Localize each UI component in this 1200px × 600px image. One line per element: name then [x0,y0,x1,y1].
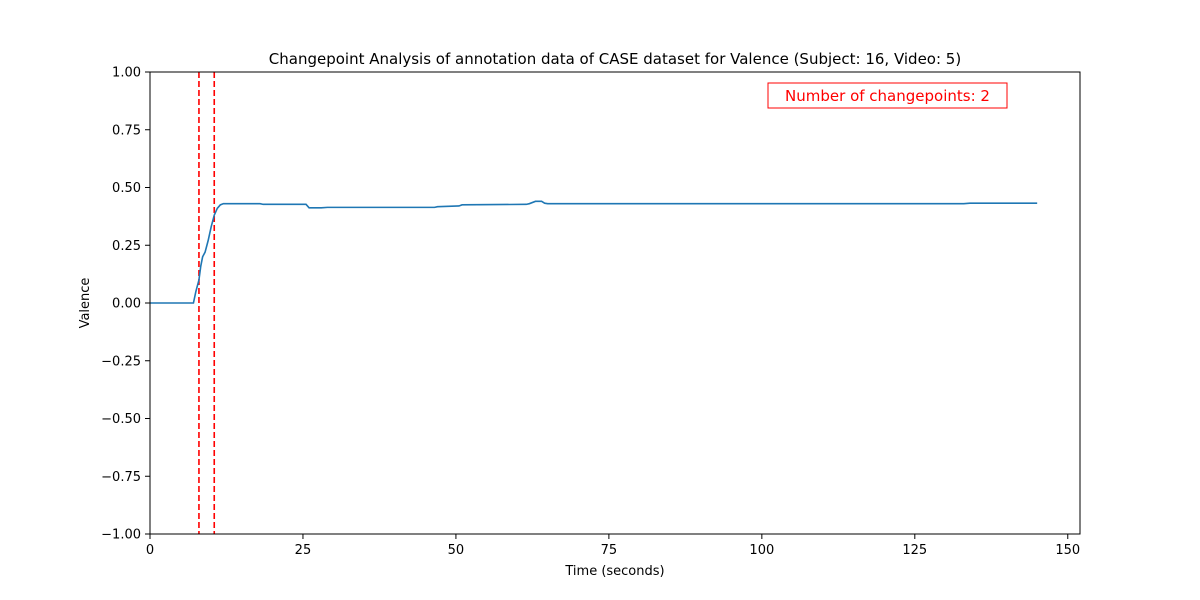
x-tick-label: 25 [295,543,312,558]
y-tick-label: 0.00 [112,297,141,312]
changepoint-lines [198,72,216,534]
changepoint-count-annotation: Number of changepoints: 2 [767,82,1008,109]
x-tick-label: 50 [448,543,465,558]
x-tick-label: 125 [902,543,927,558]
y-tick-label: −0.75 [101,470,141,485]
y-axis-ticks: −1.00 −0.75 −0.50 −0.25 0.00 0.25 0.50 0.75 1.00 [101,66,150,543]
x-axis-label: Time (seconds) [564,564,664,579]
y-tick-label: 0.25 [112,239,141,254]
y-axis-label: Valence [78,278,93,329]
x-tick-label: 150 [1055,543,1080,558]
annotation-text: Number of changepoints: 2 [785,87,990,105]
x-axis-ticks: 0 25 50 75 100 125 150 [146,534,1080,558]
x-tick-label: 0 [146,543,154,558]
x-tick-label: 100 [749,543,774,558]
valence-series-line [150,200,1038,304]
y-tick-label: 0.50 [112,181,141,196]
y-tick-label: 1.00 [112,66,141,81]
y-tick-label: −0.50 [101,412,141,427]
x-tick-label: 75 [601,543,618,558]
y-tick-label: 0.75 [112,123,141,138]
y-tick-label: −1.00 [101,528,141,543]
y-tick-label: −0.25 [101,354,141,369]
chart-title: Changepoint Analysis of annotation data … [269,50,961,68]
plot-area [149,71,1081,535]
annotation-border [767,82,1008,109]
plot-frame [149,71,1081,535]
